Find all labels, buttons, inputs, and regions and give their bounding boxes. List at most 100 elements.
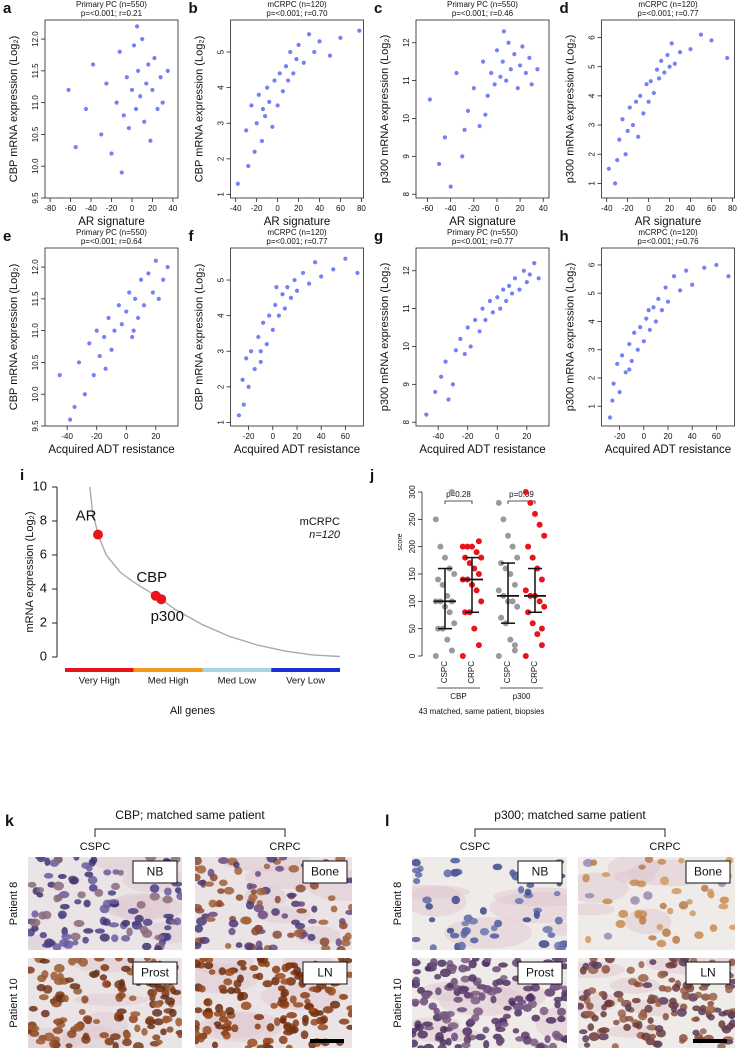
nucleus xyxy=(548,1042,558,1048)
nucleus xyxy=(72,939,79,946)
x-tick-label: -20 xyxy=(106,204,118,213)
nucleus xyxy=(56,973,64,980)
nucleus xyxy=(585,935,592,944)
scatter-point xyxy=(83,106,89,112)
nucleus xyxy=(172,989,182,996)
nucleus xyxy=(468,917,478,925)
nucleus xyxy=(52,1027,64,1035)
nucleus xyxy=(254,1023,261,1030)
dot-point xyxy=(469,543,475,550)
dot-point xyxy=(502,565,509,572)
scatter-point xyxy=(66,87,71,93)
nucleus xyxy=(61,933,72,940)
scatter-point xyxy=(517,287,522,292)
y-axis-label: p300 mRNA expression (Log₂) xyxy=(379,35,391,184)
scatter-point xyxy=(144,81,149,86)
nucleus xyxy=(218,879,228,887)
dot-point xyxy=(459,653,466,659)
nucleus xyxy=(67,1029,77,1039)
nucleus xyxy=(490,925,498,932)
x-tick-label: -20 xyxy=(462,432,474,441)
nucleus xyxy=(601,965,611,974)
y-tick-label: 8 xyxy=(402,191,411,196)
nucleus xyxy=(94,928,105,934)
scatter-point xyxy=(264,342,269,347)
nucleus xyxy=(554,1000,561,1009)
scatter-point xyxy=(127,290,132,295)
nucleus xyxy=(208,969,216,975)
scatter-point xyxy=(146,62,151,67)
nucleus xyxy=(434,973,442,980)
nucleus xyxy=(265,1037,274,1045)
tile-label-box xyxy=(132,860,178,884)
panel-letter: h xyxy=(560,228,569,245)
dot-point xyxy=(478,598,485,605)
scatter-point xyxy=(82,392,87,397)
scatter-point xyxy=(121,113,126,118)
scatter-point xyxy=(252,366,257,372)
nucleus xyxy=(53,963,65,973)
dot-point xyxy=(478,554,485,561)
dot-point xyxy=(444,592,451,599)
y-tick-label: 9.5 xyxy=(31,192,40,204)
nucleus xyxy=(101,980,112,988)
dot-point xyxy=(451,571,458,577)
nucleus xyxy=(531,1014,541,1022)
nucleus xyxy=(127,958,135,964)
nucleus xyxy=(43,872,54,879)
nucleus xyxy=(587,1023,595,1031)
scatter-point xyxy=(158,75,163,80)
nucleus xyxy=(509,869,516,877)
nucleus xyxy=(256,887,267,896)
nucleus xyxy=(274,972,286,980)
x-axis-label: AR signature xyxy=(78,216,144,228)
nucleus xyxy=(247,1038,258,1047)
x-tick-label: -60 xyxy=(65,204,77,213)
dot-point xyxy=(495,653,502,659)
nucleus xyxy=(338,921,348,930)
scatter-point xyxy=(625,128,630,133)
x-axis-label: AR signature xyxy=(449,216,515,228)
nucleus xyxy=(127,907,139,915)
nucleus xyxy=(659,902,667,910)
nucleus xyxy=(224,968,235,977)
nucleus xyxy=(256,900,263,906)
nucleus xyxy=(701,993,711,1001)
scatter-point xyxy=(635,347,640,352)
nucleus xyxy=(195,907,205,914)
nucleus xyxy=(430,958,438,965)
row-label: Patient 8 xyxy=(8,882,20,925)
nucleus xyxy=(311,905,318,913)
nucleus xyxy=(142,918,153,927)
scatter-point xyxy=(312,49,317,55)
chart-subtitle: p=<0.001; r=0.77 xyxy=(637,9,699,18)
nucleus xyxy=(293,966,302,976)
nucleus xyxy=(112,1041,119,1048)
nucleus xyxy=(246,882,253,890)
comparison-label: p=0.09 xyxy=(509,490,534,499)
nucleus xyxy=(598,1027,610,1034)
nucleus xyxy=(61,926,68,936)
nucleus xyxy=(694,991,703,999)
nucleus xyxy=(451,868,463,876)
dot-point xyxy=(473,549,480,556)
scatter-point xyxy=(515,86,520,91)
scatter-point xyxy=(617,389,622,395)
dot-point xyxy=(432,653,439,659)
nucleus xyxy=(147,1024,156,1030)
x-tick-label: -20 xyxy=(614,432,626,441)
dot-point xyxy=(435,576,442,583)
stroma xyxy=(412,885,471,899)
nucleus xyxy=(482,1026,490,1034)
nucleus xyxy=(132,1042,144,1048)
highlight-label: CBP xyxy=(136,569,167,586)
scatter-point xyxy=(483,112,488,117)
x-tick-label: -40 xyxy=(601,204,613,213)
tile-label: NB xyxy=(147,865,164,879)
nucleus xyxy=(112,869,120,875)
scatter-point xyxy=(669,41,674,46)
nucleus xyxy=(428,917,436,923)
scale-bar xyxy=(310,1039,344,1043)
scatter-point xyxy=(261,320,266,325)
